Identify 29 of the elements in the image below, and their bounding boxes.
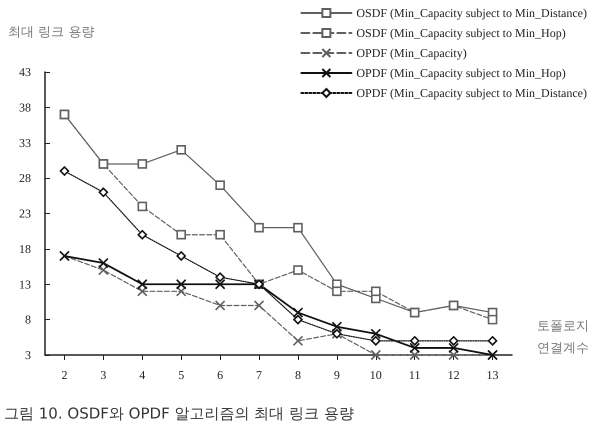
legend-label: OPDF (Min_Capacity) <box>356 46 467 60</box>
y-tick-label: 3 <box>25 348 31 362</box>
y-axis-title: 최대 링크 용량 <box>8 25 94 40</box>
x-tick-label: 6 <box>217 368 224 382</box>
x-tick-label: 10 <box>370 368 382 382</box>
y-tick-label: 38 <box>19 100 31 114</box>
y-tick-label: 33 <box>19 136 31 150</box>
legend-label: OPDF (Min_Capacity subject to Min_Distance) <box>356 86 588 100</box>
x-tick-label: 7 <box>256 368 262 382</box>
y-tick-label: 18 <box>19 242 31 256</box>
y-tick-label: 8 <box>25 312 31 327</box>
x-tick-label: 13 <box>486 368 499 382</box>
x-tick-label: 12 <box>448 368 460 382</box>
x-tick-label: 2 <box>61 368 68 382</box>
x-tick-label: 11 <box>408 368 420 382</box>
x-tick-label: 9 <box>334 368 340 382</box>
x-tick-label: 5 <box>178 368 184 382</box>
y-tick-label: 23 <box>19 206 31 220</box>
x-tick-label: 8 <box>294 368 301 382</box>
y-tick-label: 43 <box>19 65 31 79</box>
y-tick-label: 13 <box>19 277 31 292</box>
x-tick-label: 4 <box>139 368 146 382</box>
caption: 그림 10. OSDF와 OPDF 알고리즘의 최대 링크 용량 <box>4 404 354 422</box>
x-axis-title: 토폴로지 연결계수 <box>537 319 589 356</box>
legend-label: OSDF (Min_Capacity subject to Min_Hop) <box>356 26 566 40</box>
legend-label: OSDF (Min_Capacity subject to Min_Distance) <box>356 6 588 20</box>
legend-label: OPDF (Min_Capacity subject to Min_Hop) <box>356 66 566 80</box>
y-tick-label: 28 <box>19 171 31 186</box>
x-tick-label: 3 <box>100 368 106 382</box>
